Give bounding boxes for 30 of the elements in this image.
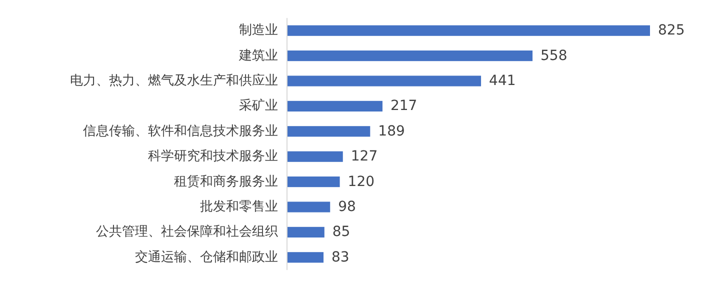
bar (287, 76, 482, 86)
bar (287, 226, 324, 238)
data-label: 127 (350, 148, 378, 165)
y-tick-label: 公共管理、社会保障和社会组织 (96, 224, 278, 240)
bar (287, 252, 324, 263)
data-label: 441 (489, 73, 516, 89)
data-label: 217 (390, 98, 418, 114)
bar (287, 151, 343, 162)
data-label: 98 (338, 199, 356, 215)
y-tick-label: 批发和零售业 (200, 200, 278, 214)
y-tick-label: 租赁和商务服务业 (174, 174, 278, 190)
bar (287, 126, 370, 137)
data-label: 189 (378, 123, 405, 140)
bar (287, 25, 650, 36)
bar (287, 50, 533, 62)
y-tick-label: 科学研究和技术服务业 (148, 149, 278, 164)
data-label: 825 (658, 22, 685, 39)
y-tick-label: 制造业 (239, 23, 278, 38)
bar (287, 202, 330, 212)
y-tick-label: 电力、热力、燃气及水生产和供应业 (70, 72, 278, 88)
y-tick-label: 信息传输、软件和信息技术服务业 (83, 124, 278, 139)
y-tick-label: 建筑业 (238, 48, 278, 64)
y-tick-label: 采矿业 (239, 98, 278, 114)
bar (287, 100, 382, 112)
data-label: 85 (332, 224, 350, 240)
y-tick-label: 交通运输、仓储和邮政业 (135, 248, 278, 265)
bar (287, 176, 340, 188)
data-label: 558 (540, 48, 568, 64)
data-label: 83 (332, 249, 350, 266)
data-label: 120 (348, 174, 375, 190)
